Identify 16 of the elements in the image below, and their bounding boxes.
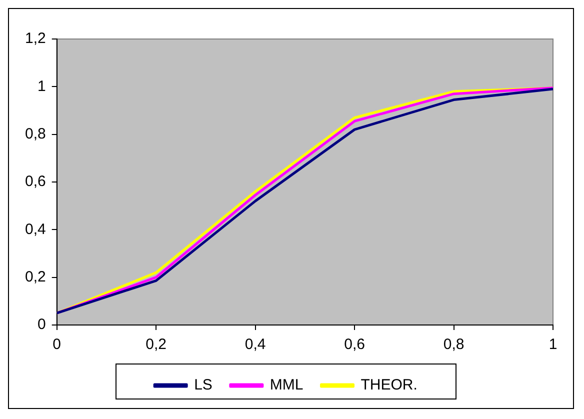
x-tick-label: 1 xyxy=(548,336,558,354)
y-tick-label: 0,8 xyxy=(24,125,46,142)
x-tick-label: 0,8 xyxy=(443,336,464,354)
x-tick-label: 0,2 xyxy=(146,336,167,354)
y-tick-label: 0,4 xyxy=(24,220,46,238)
x-tick-label: 0,4 xyxy=(244,336,266,354)
x-tick-label: 0,6 xyxy=(344,336,365,354)
legend-label: MML xyxy=(270,376,304,394)
x-tick-label: 0 xyxy=(52,336,62,354)
y-tick-label: 0,2 xyxy=(24,268,46,286)
y-tick-label: 1 xyxy=(38,78,46,95)
legend-label: LS xyxy=(194,376,212,394)
y-tick-label: 1,2 xyxy=(24,30,46,48)
y-tick-label: 0 xyxy=(38,316,46,334)
legend-label: THEOR. xyxy=(360,376,418,394)
y-tick-label: 0,6 xyxy=(24,173,46,190)
